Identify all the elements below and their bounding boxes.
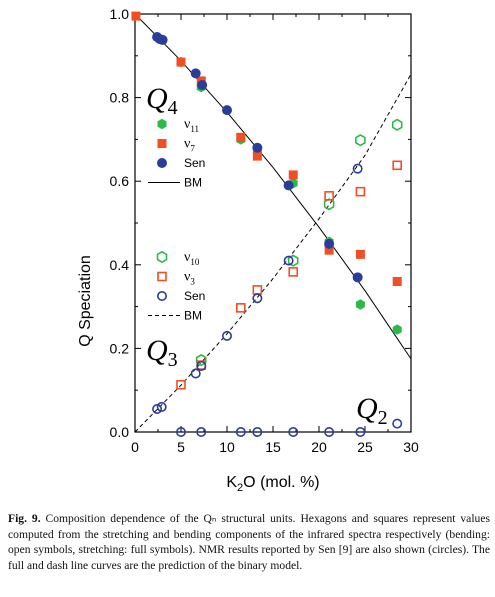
point-sen-q4 [157, 34, 168, 45]
point-v10-q3 [323, 198, 335, 211]
point-sen-q4 [222, 105, 232, 116]
point-v10-q3 [195, 353, 207, 367]
legend-q4: ν11 ν7 Sen BM [148, 117, 205, 190]
point-sen-q4 [324, 238, 335, 249]
point-sen-q3 [196, 360, 207, 371]
x-tick-label: 0 [131, 439, 139, 455]
legend-q3: ν10 ν3 Sen BM [148, 250, 205, 323]
legend-marker-hexagon [157, 118, 167, 130]
point-v11-q4 [392, 324, 402, 335]
legend-marker-square [157, 271, 167, 282]
x-tick-label: 5 [177, 439, 185, 455]
point-sen-q2 [196, 426, 207, 437]
point-sen-q3 [152, 404, 163, 415]
y-tick-label: 0.6 [110, 173, 130, 189]
point-sen-q2 [288, 426, 299, 437]
point-v7-q4 [236, 132, 246, 142]
point-sen-q4 [283, 180, 294, 191]
point-sen-q4 [352, 272, 363, 283]
point-sen-q4 [190, 68, 201, 79]
legend-marker-circle [157, 290, 168, 301]
point-v3-q3 [288, 267, 299, 277]
point-v7-q4 [324, 245, 334, 255]
curve-bm-q3 [134, 73, 412, 433]
curve-bm-q4 [134, 13, 412, 360]
point-v3-q3 [176, 379, 186, 390]
point-sen-q4 [252, 142, 263, 153]
point-sen-q2 [176, 426, 187, 437]
region-label-q3: Q3 [146, 334, 178, 371]
region-label-q2: Q2 [356, 392, 388, 429]
y-tick-label: 0.0 [110, 424, 130, 440]
point-sen-q4 [197, 80, 208, 91]
point-v10-q3 [391, 118, 403, 131]
y-tick-label: 0.8 [110, 90, 130, 106]
legend-marker-hexagon [156, 250, 168, 264]
point-v7-q4 [176, 57, 186, 67]
legend-label: ν11 [184, 117, 199, 134]
point-v10-q3 [355, 134, 366, 147]
region-label-q4: Q4 [146, 82, 178, 119]
point-v3-q3 [392, 160, 403, 171]
figure-caption: Fig. 9. Composition dependence of the Qₙ… [8, 511, 490, 573]
x-tick-label: 20 [311, 439, 327, 455]
legend-label: ν7 [184, 137, 195, 154]
point-sen-q3 [222, 330, 233, 341]
caption-text: Composition dependence of the Qₙ structu… [8, 512, 491, 572]
point-v7-q4 [355, 249, 365, 259]
x-axis-title: K2O (mol. %) [226, 474, 319, 494]
point-sen-q2 [252, 426, 263, 437]
point-sen-q2 [235, 426, 246, 437]
point-v3-q3 [324, 191, 334, 201]
point-v7-q4 [288, 170, 298, 180]
point-sen-q3 [283, 255, 294, 266]
legend-label: Sen [184, 156, 205, 170]
y-tick-label: 1.0 [110, 6, 130, 22]
point-sen-q3 [190, 368, 201, 379]
y-tick-label: 0.2 [110, 340, 130, 356]
point-sen-q3 [252, 293, 263, 304]
legend-marker-circle [157, 158, 167, 168]
legend-label: ν10 [184, 250, 200, 267]
x-tick-label: 15 [265, 439, 281, 455]
point-v3-q3 [252, 285, 263, 295]
data-points [131, 11, 403, 437]
legend-label: ν3 [184, 270, 195, 287]
x-tick-label: 30 [403, 439, 419, 455]
y-tick-label: 0.4 [110, 257, 130, 273]
q-speciation-chart: 0 5 10 15 20 25 30 0.0 0.2 0.4 0.6 0.8 1.0 Q4 Q3 Q2 ν1… [77, 6, 419, 494]
legend-marker-square [157, 139, 167, 148]
point-v7-q4 [392, 277, 402, 287]
figure-label: Fig. 9. [8, 512, 41, 525]
point-sen-q2 [324, 426, 335, 437]
point-v7-q4 [252, 151, 262, 161]
x-tick-label: 10 [219, 439, 235, 455]
legend-label: BM [184, 176, 202, 190]
point-sen-q3 [352, 163, 363, 174]
region-labels: Q4 Q3 Q2 [146, 82, 388, 429]
y-axis-title: Q Speciation [77, 255, 94, 347]
point-sen-q2 [355, 426, 366, 437]
legend-label: BM [184, 309, 202, 323]
point-v3-q3 [236, 303, 246, 313]
point-sen-q3 [156, 401, 167, 412]
x-tick-label: 25 [357, 439, 373, 455]
point-v3-q3 [355, 186, 366, 197]
point-v10-q3 [287, 254, 299, 267]
point-v11-q4 [355, 299, 365, 310]
point-v7-q4 [131, 11, 141, 21]
axes: 0 5 10 15 20 25 30 0.0 0.2 0.4 0.6 0.8 1.0 [110, 6, 419, 455]
point-sen-q2 [392, 418, 403, 429]
legend-label: Sen [184, 289, 205, 303]
